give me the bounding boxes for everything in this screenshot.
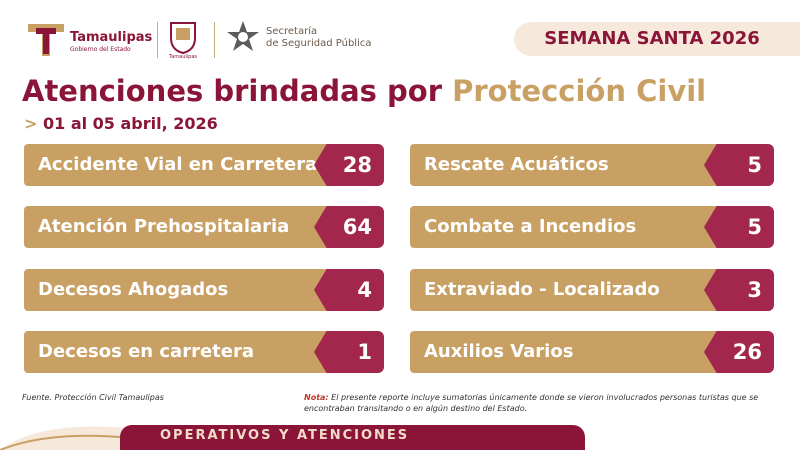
bottom-bar [120, 425, 585, 450]
stat-value-box [704, 331, 774, 373]
source-note: Fuente. Protección Civil Tamaulipas [22, 393, 164, 402]
crest-caption: Tamaulipas [168, 54, 197, 60]
tamaulipas-logo-icon [28, 24, 64, 56]
stat-label: Decesos Ahogados [38, 279, 229, 300]
stat-label: Decesos en carretera [38, 341, 254, 362]
stat-value-box [314, 269, 384, 311]
secretaria-text: Secretaría de Seguridad Pública [266, 26, 371, 50]
stat-label: Extraviado - Localizado [424, 279, 660, 300]
chevron-right-icon: > [24, 114, 38, 133]
stat-value-box [704, 206, 774, 248]
bottom-bar-text: OPERATIVOS Y ATENCIONES [160, 428, 410, 443]
stat-card: Decesos en carretera 1 [24, 331, 384, 373]
secretaria-line1: Secretaría [266, 26, 318, 37]
stat-value: 5 [747, 153, 762, 177]
stat-label: Accidente Vial en Carretera [38, 154, 318, 175]
event-banner: SEMANA SANTA 2026 [514, 22, 800, 56]
police-star-icon [227, 21, 259, 51]
stat-label: Rescate Acuáticos [424, 154, 609, 175]
title-part1: Atenciones brindadas por [22, 74, 453, 108]
stat-value: 1 [357, 340, 372, 364]
stat-card: Extraviado - Localizado 3 [410, 269, 774, 311]
stat-label: Auxilios Varios [424, 341, 574, 362]
state-crest-icon [170, 22, 196, 54]
stat-value-box [704, 144, 774, 186]
stat-value-box [314, 206, 384, 248]
stat-value: 3 [747, 278, 762, 302]
stat-card: Atención Prehospitalaria 64 [24, 206, 384, 248]
decorative-swoosh [0, 426, 130, 450]
stat-label-bar [24, 269, 342, 311]
stat-value-box [314, 144, 384, 186]
stat-label-bar [24, 206, 342, 248]
brand-subtitle: Gobierno del Estado [70, 46, 131, 53]
page-title: Atenciones brindadas por Protección Civi… [22, 74, 706, 108]
stat-value: 28 [342, 153, 372, 177]
stat-value: 4 [357, 278, 372, 302]
stat-label-bar [410, 331, 728, 373]
date-range: > 01 al 05 abril, 2026 [24, 114, 218, 133]
stat-label-bar [410, 206, 728, 248]
header-divider [157, 22, 158, 58]
disclaimer-note: Nota: El presente reporte incluye sumato… [304, 392, 764, 414]
stat-card: Combate a Incendios 5 [410, 206, 774, 248]
header: Tamaulipas Gobierno del Estado Tamaulipa… [0, 0, 800, 70]
title-part2: Protección Civil [452, 74, 707, 108]
stat-card: Decesos Ahogados 4 [24, 269, 384, 311]
stat-card: Accidente Vial en Carretera 28 [24, 144, 384, 186]
header-divider [214, 22, 215, 58]
stat-value: 64 [342, 215, 372, 239]
brand-name: Tamaulipas [70, 30, 153, 45]
stat-card: Auxilios Varios 26 [410, 331, 774, 373]
stat-value-box [704, 269, 774, 311]
stat-value-box [314, 331, 384, 373]
stat-value: 5 [747, 215, 762, 239]
nota-label: Nota: [304, 393, 329, 402]
stat-label-bar [24, 331, 342, 373]
stat-label-bar [410, 269, 728, 311]
stat-label: Atención Prehospitalaria [38, 216, 290, 237]
nota-text: El presente reporte incluye sumatorias ú… [304, 393, 759, 413]
date-range-text: 01 al 05 abril, 2026 [42, 114, 218, 133]
stat-card: Rescate Acuáticos 5 [410, 144, 774, 186]
stat-label: Combate a Incendios [424, 216, 637, 237]
banner-text: SEMANA SANTA 2026 [544, 28, 760, 49]
stat-label-bar [24, 144, 342, 186]
secretaria-line2: de Seguridad Pública [266, 38, 372, 49]
stat-value: 26 [732, 340, 762, 364]
stat-label-bar [410, 144, 728, 186]
